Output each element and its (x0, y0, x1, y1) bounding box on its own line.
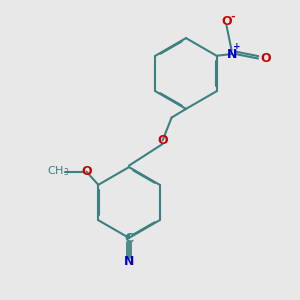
Text: C: C (124, 232, 134, 245)
Text: -: - (231, 11, 236, 22)
Text: CH$_3$: CH$_3$ (47, 165, 70, 178)
Text: O: O (157, 134, 168, 147)
Text: O: O (221, 15, 232, 28)
Text: O: O (81, 165, 92, 178)
Text: N: N (226, 47, 237, 61)
Text: +: + (233, 42, 241, 51)
Text: O: O (260, 52, 271, 65)
Text: N: N (124, 255, 134, 268)
